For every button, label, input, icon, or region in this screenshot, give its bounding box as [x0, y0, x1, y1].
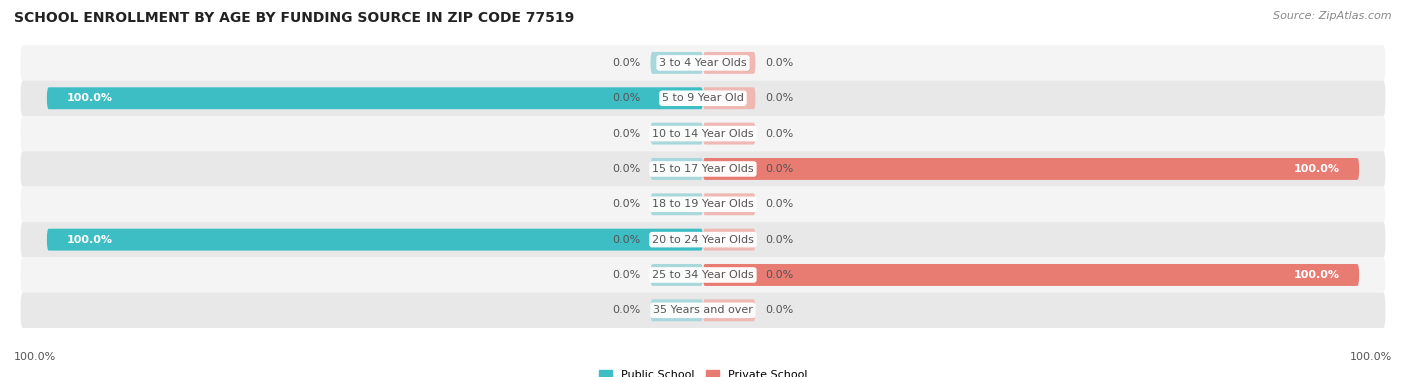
Text: 3 to 4 Year Olds: 3 to 4 Year Olds [659, 58, 747, 68]
Text: 0.0%: 0.0% [613, 129, 641, 139]
Text: 5 to 9 Year Old: 5 to 9 Year Old [662, 93, 744, 103]
FancyBboxPatch shape [651, 158, 703, 180]
FancyBboxPatch shape [703, 123, 755, 144]
Text: 100.0%: 100.0% [66, 234, 112, 245]
Text: 0.0%: 0.0% [765, 164, 793, 174]
Text: 100.0%: 100.0% [66, 93, 112, 103]
FancyBboxPatch shape [651, 264, 703, 286]
Legend: Public School, Private School: Public School, Private School [595, 365, 811, 377]
Text: 15 to 17 Year Olds: 15 to 17 Year Olds [652, 164, 754, 174]
FancyBboxPatch shape [21, 293, 1385, 328]
FancyBboxPatch shape [21, 222, 1385, 257]
FancyBboxPatch shape [21, 116, 1385, 151]
Text: 100.0%: 100.0% [14, 352, 56, 362]
Text: 0.0%: 0.0% [613, 270, 641, 280]
Text: 35 Years and over: 35 Years and over [652, 305, 754, 315]
FancyBboxPatch shape [21, 81, 1385, 116]
Text: 0.0%: 0.0% [613, 199, 641, 209]
FancyBboxPatch shape [703, 193, 755, 215]
Text: 20 to 24 Year Olds: 20 to 24 Year Olds [652, 234, 754, 245]
Text: 0.0%: 0.0% [613, 234, 641, 245]
Text: SCHOOL ENROLLMENT BY AGE BY FUNDING SOURCE IN ZIP CODE 77519: SCHOOL ENROLLMENT BY AGE BY FUNDING SOUR… [14, 11, 574, 25]
FancyBboxPatch shape [651, 299, 703, 321]
Text: 0.0%: 0.0% [765, 199, 793, 209]
FancyBboxPatch shape [46, 87, 703, 109]
FancyBboxPatch shape [651, 123, 703, 144]
FancyBboxPatch shape [21, 257, 1385, 293]
FancyBboxPatch shape [21, 151, 1385, 187]
Text: 10 to 14 Year Olds: 10 to 14 Year Olds [652, 129, 754, 139]
Text: 0.0%: 0.0% [765, 129, 793, 139]
FancyBboxPatch shape [703, 229, 755, 251]
Text: 0.0%: 0.0% [613, 93, 641, 103]
Text: 0.0%: 0.0% [613, 305, 641, 315]
FancyBboxPatch shape [46, 229, 703, 251]
FancyBboxPatch shape [21, 45, 1385, 81]
Text: 0.0%: 0.0% [765, 58, 793, 68]
Text: Source: ZipAtlas.com: Source: ZipAtlas.com [1274, 11, 1392, 21]
FancyBboxPatch shape [21, 187, 1385, 222]
FancyBboxPatch shape [651, 52, 703, 74]
Text: 100.0%: 100.0% [1294, 270, 1340, 280]
FancyBboxPatch shape [703, 87, 755, 109]
FancyBboxPatch shape [703, 158, 1360, 180]
Text: 25 to 34 Year Olds: 25 to 34 Year Olds [652, 270, 754, 280]
Text: 0.0%: 0.0% [613, 58, 641, 68]
FancyBboxPatch shape [703, 299, 755, 321]
Text: 18 to 19 Year Olds: 18 to 19 Year Olds [652, 199, 754, 209]
Text: 0.0%: 0.0% [765, 93, 793, 103]
FancyBboxPatch shape [703, 52, 755, 74]
Text: 0.0%: 0.0% [765, 234, 793, 245]
FancyBboxPatch shape [703, 264, 1360, 286]
Text: 100.0%: 100.0% [1294, 164, 1340, 174]
Text: 0.0%: 0.0% [765, 270, 793, 280]
Text: 0.0%: 0.0% [613, 164, 641, 174]
Text: 0.0%: 0.0% [765, 305, 793, 315]
FancyBboxPatch shape [651, 193, 703, 215]
Text: 100.0%: 100.0% [1350, 352, 1392, 362]
